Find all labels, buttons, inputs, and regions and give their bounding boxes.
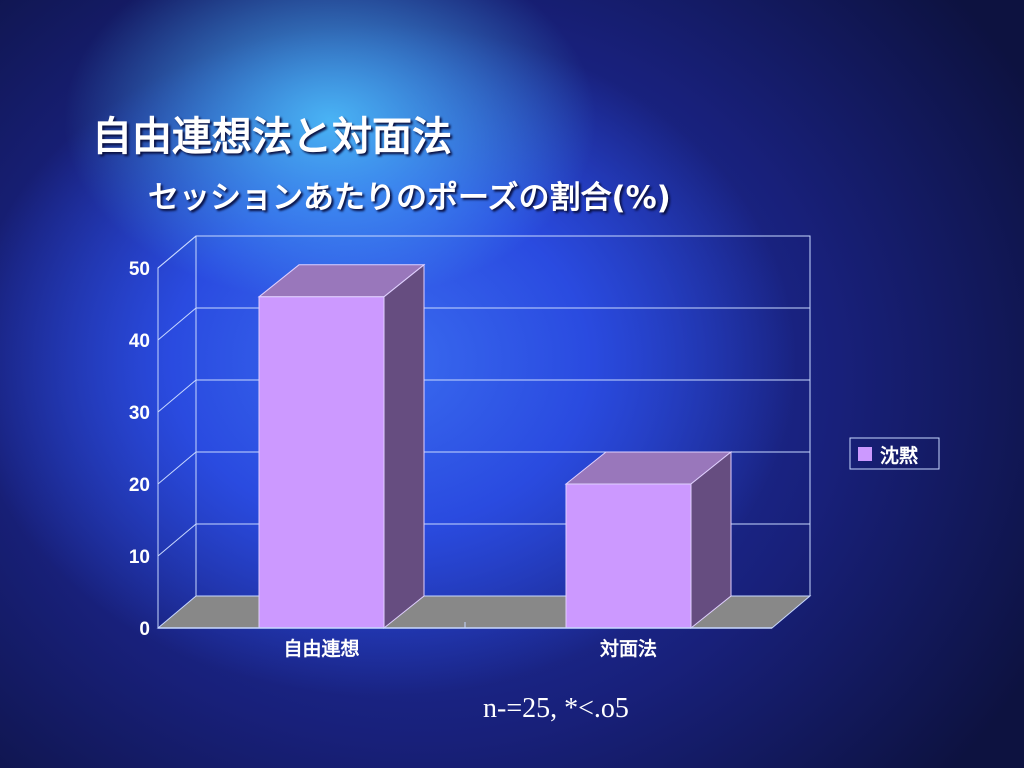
gridline xyxy=(157,307,810,341)
chart-title: セッションあたりのポーズの割合(%) xyxy=(148,180,671,216)
slide-title: 自由連想法と対面法 xyxy=(92,114,452,160)
gridline xyxy=(157,235,810,269)
legend-box xyxy=(849,437,940,470)
y-tick-label: 40 xyxy=(129,331,150,352)
y-tick-label: 30 xyxy=(129,403,150,424)
bar xyxy=(565,483,692,629)
y-tick-label: 10 xyxy=(129,547,150,568)
sample-note: n-=25, *<.o5 xyxy=(483,693,629,724)
gridline xyxy=(157,379,810,413)
x-category-label: 対面法 xyxy=(599,637,657,660)
bar-side xyxy=(383,263,425,630)
x-category-label: 自由連想 xyxy=(283,637,359,660)
y-tick-label: 20 xyxy=(129,475,150,496)
legend-swatch xyxy=(858,447,872,461)
legend-label: 沈黙 xyxy=(880,444,919,467)
y-tick-label: 0 xyxy=(139,619,150,640)
y-tick-label: 50 xyxy=(129,259,150,280)
bar xyxy=(258,296,385,629)
